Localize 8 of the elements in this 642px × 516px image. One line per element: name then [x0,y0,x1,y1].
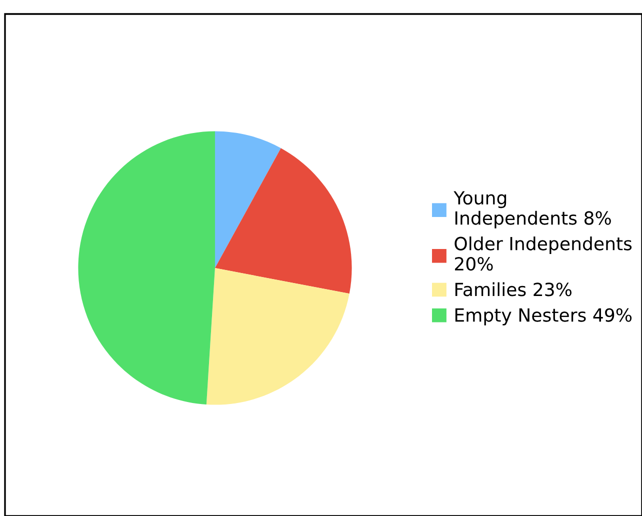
pie-slice [215,131,281,268]
legend-label: Older Independents 20% [454,236,632,271]
pie-slice [206,268,350,405]
pie-slice [78,131,215,405]
legend-label: Young Independents 8% [454,191,611,228]
pie-slice [215,148,352,294]
legend-label: Families 23% [455,282,572,296]
legend-label: Empty Nesters 49% [455,308,632,326]
